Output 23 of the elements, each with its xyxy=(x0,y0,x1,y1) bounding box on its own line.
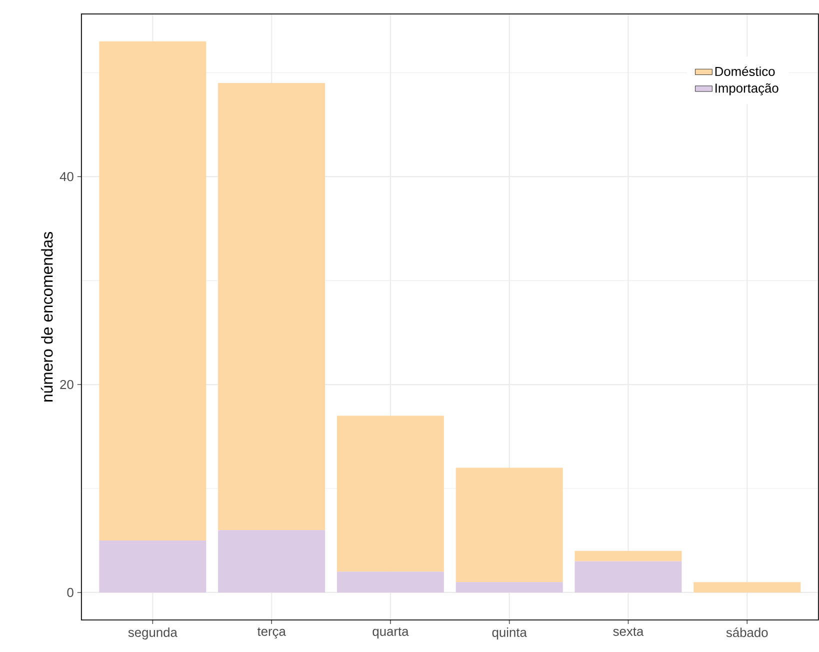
x-tick-label: sexta xyxy=(613,628,644,636)
bar xyxy=(574,550,682,562)
x-tick-label: quinta xyxy=(492,628,527,640)
bar xyxy=(456,582,563,593)
legend-label: Doméstico xyxy=(715,66,775,76)
bar xyxy=(694,582,801,593)
bar xyxy=(99,42,206,541)
x-tick-label: segunda xyxy=(128,628,178,640)
bar xyxy=(574,561,682,593)
bar xyxy=(336,416,444,572)
x-tick-label: sábado xyxy=(726,628,768,638)
bar xyxy=(99,540,206,593)
bar xyxy=(456,468,563,582)
bar xyxy=(336,572,444,593)
x-tick-label: terça xyxy=(257,628,286,639)
legend-label: Importação xyxy=(716,83,778,96)
y-axis-title: número de encomendas xyxy=(40,232,53,402)
y-tick-label: 40 xyxy=(60,172,74,182)
bar xyxy=(218,530,326,593)
bar xyxy=(218,83,326,530)
y-tick-label: 0 xyxy=(67,588,74,598)
y-tick-label: 20 xyxy=(60,380,74,390)
x-tick-label: quarta xyxy=(372,628,409,639)
